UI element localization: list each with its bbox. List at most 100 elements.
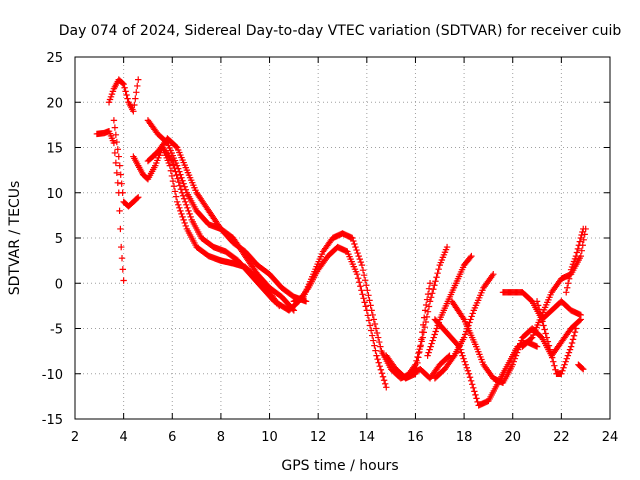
- data-point: [461, 331, 469, 338]
- y-tick-label: 15: [46, 142, 63, 157]
- data-point: [363, 282, 370, 289]
- series-track-19: [575, 361, 587, 373]
- series-track-10: [402, 280, 434, 382]
- data-point: [359, 291, 366, 298]
- data-point: [368, 307, 375, 314]
- data-point: [356, 279, 363, 286]
- grid-lines: [75, 57, 610, 419]
- data-point: [169, 157, 176, 165]
- data-point: [470, 384, 477, 392]
- data-point: [462, 361, 469, 368]
- data-point: [181, 219, 188, 227]
- data-point: [527, 335, 535, 342]
- data-point: [568, 339, 576, 347]
- data-point: [569, 336, 577, 343]
- x-tick-label: 16: [407, 430, 424, 445]
- data-point: [176, 204, 183, 212]
- series-track-6: [144, 135, 310, 305]
- y-tick-label: 10: [46, 187, 63, 202]
- data-point: [360, 272, 368, 279]
- data-point: [375, 359, 382, 366]
- data-point: [118, 255, 126, 262]
- data-point: [367, 302, 374, 309]
- data-point: [114, 179, 121, 186]
- series-track-12: [431, 271, 497, 382]
- data-point: [469, 310, 476, 317]
- data-point: [178, 174, 185, 181]
- data-point: [423, 296, 431, 303]
- data-point: [564, 280, 572, 287]
- data-point: [430, 286, 437, 293]
- x-tick-label: 12: [310, 430, 327, 445]
- data-point: [176, 182, 184, 189]
- series-track-17: [533, 298, 580, 377]
- data-point: [552, 366, 559, 373]
- data-point: [182, 198, 189, 205]
- data-point: [424, 352, 431, 359]
- data-point: [302, 298, 310, 305]
- x-tick-label: 18: [456, 430, 473, 445]
- data-point: [433, 274, 440, 281]
- data-point: [353, 271, 361, 278]
- data-point: [110, 139, 118, 147]
- data-point: [564, 352, 572, 359]
- data-point: [548, 354, 556, 361]
- data-point: [380, 377, 388, 384]
- data-point: [354, 275, 362, 282]
- data-point: [512, 352, 520, 359]
- data-point: [183, 201, 190, 209]
- data-point: [580, 225, 587, 233]
- data-point: [177, 186, 185, 193]
- data-point: [576, 317, 583, 324]
- data-point: [377, 366, 385, 373]
- data-point: [357, 283, 364, 290]
- data-point: [418, 336, 425, 343]
- data-point: [431, 282, 438, 289]
- data-point: [364, 287, 371, 294]
- y-tick-label: -15: [42, 413, 63, 428]
- data-point: [118, 243, 125, 251]
- data-point: [182, 222, 189, 230]
- data-point: [509, 361, 516, 368]
- data-point: [118, 180, 125, 187]
- data-point: [578, 231, 585, 239]
- data-point: [510, 358, 518, 365]
- data-point: [541, 326, 548, 333]
- data-point: [357, 258, 365, 266]
- data-point: [539, 318, 546, 325]
- data-point: [178, 210, 185, 218]
- data-point: [365, 317, 373, 324]
- x-tick-label: 20: [504, 430, 521, 445]
- y-tick-label: -10: [42, 368, 63, 383]
- data-point: [116, 207, 123, 215]
- data-point: [134, 194, 141, 202]
- data-point: [578, 247, 585, 254]
- data-point: [171, 164, 178, 172]
- x-tick-label: 2: [71, 430, 79, 445]
- series-track-16: [519, 225, 589, 350]
- data-point: [180, 216, 187, 224]
- data-point: [565, 275, 573, 282]
- data-point: [180, 180, 187, 187]
- data-point: [433, 325, 440, 332]
- data-point: [413, 365, 420, 372]
- data-point: [490, 271, 497, 278]
- data-point: [518, 337, 525, 344]
- data-point: [185, 207, 192, 215]
- data-point: [358, 287, 365, 294]
- data-point: [432, 328, 439, 335]
- data-point: [351, 240, 358, 248]
- data-point: [466, 374, 474, 381]
- data-point: [173, 198, 181, 205]
- data-point: [169, 177, 177, 185]
- data-point: [135, 194, 142, 201]
- data-point: [467, 377, 475, 384]
- data-point: [113, 138, 121, 146]
- data-point: [467, 316, 474, 323]
- data-point: [424, 290, 432, 298]
- data-point: [455, 342, 462, 349]
- data-point: [429, 337, 436, 344]
- data-point: [427, 294, 435, 301]
- data-point: [373, 352, 380, 359]
